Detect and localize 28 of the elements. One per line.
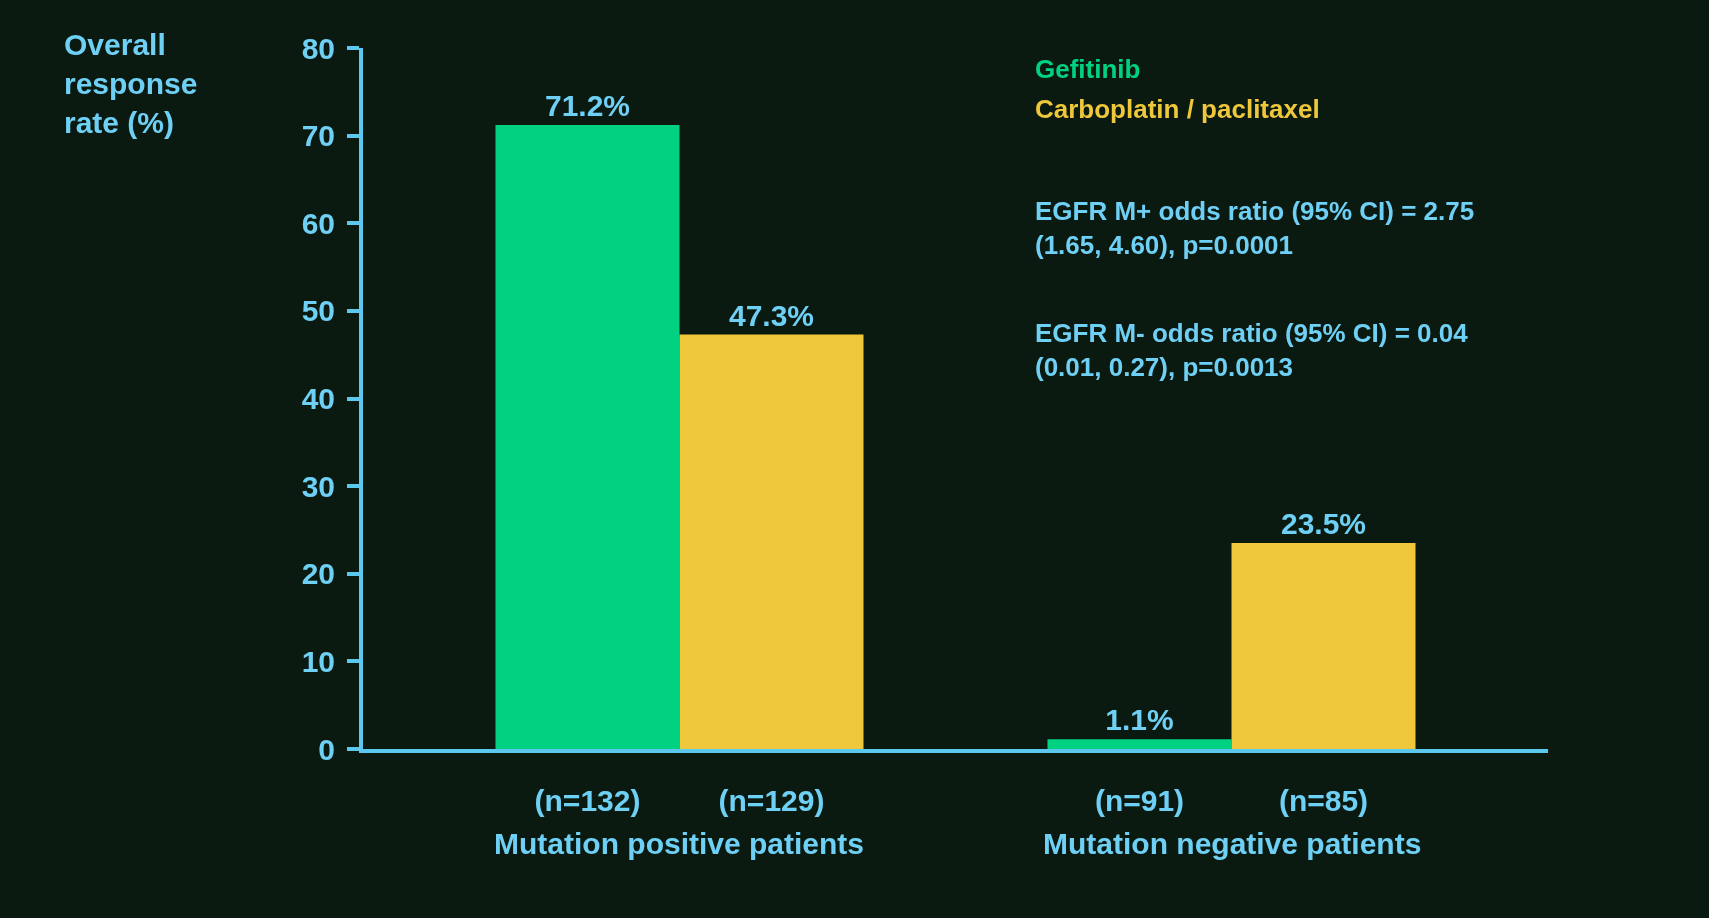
y-tick-label: 30: [301, 469, 335, 503]
x-tick-label: (n=129): [718, 784, 825, 817]
text: Carboplatin / paclitaxel: [1035, 94, 1320, 124]
y-tick-label: 10: [301, 644, 335, 678]
data-label: 71.2%: [544, 89, 631, 123]
data-label: 23.5%: [1280, 507, 1367, 541]
annotation: EGFR M+ odds ratio (95% CI) = 2.75 (1.65, 4.60), p=0.0001: [1035, 196, 1475, 260]
y-tick-label: 0: [318, 732, 335, 766]
x-tick-label: (n=85): [1278, 784, 1369, 817]
data-label: 1.1%: [1105, 703, 1174, 737]
data-label: 47.3%: [728, 298, 815, 332]
y-tick-label: 70: [301, 119, 335, 153]
bar: [1047, 739, 1232, 749]
text: Mutation positive patients: [494, 827, 865, 860]
y-axis-title: Overall response rate (%): [64, 28, 198, 139]
bar: [1231, 543, 1416, 749]
bar: [495, 125, 680, 749]
y-tick-label: 40: [301, 382, 335, 415]
y-tick-label: 50: [301, 294, 335, 328]
x-tick-label: (n=91): [1094, 784, 1185, 817]
y-tick-label: 80: [301, 31, 335, 65]
x-tick-label: (n=132): [534, 784, 641, 817]
text: Gefitinib: [1035, 54, 1141, 84]
y-tick-label: 60: [301, 206, 335, 240]
text: Mutation negative patients: [1043, 827, 1422, 860]
bar: [679, 334, 864, 749]
y-tick-label: 20: [301, 557, 335, 591]
annotation: EGFR M- odds ratio (95% CI) = 0.04 (0.01, 0.27), p=0.0013: [1035, 318, 1469, 382]
